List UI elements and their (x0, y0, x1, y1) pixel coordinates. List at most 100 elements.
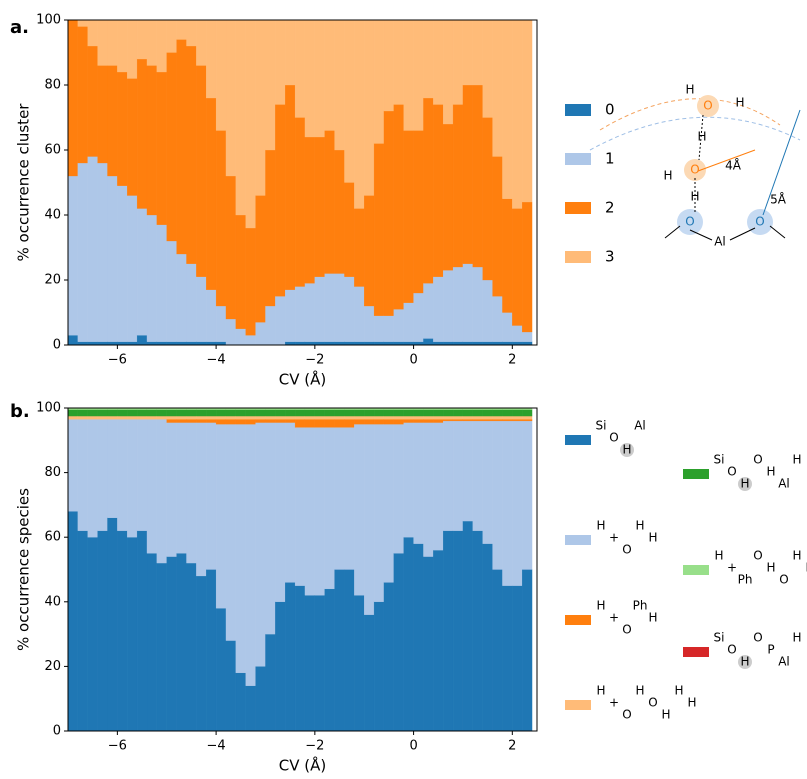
legend-atom: H (687, 696, 696, 710)
bar-segment (67, 335, 79, 346)
bar-segment (393, 553, 404, 732)
bar-segment (522, 420, 533, 570)
bar-segment (215, 415, 227, 420)
bar-segment (127, 78, 138, 196)
bar-segment (196, 276, 207, 342)
bar-segment (166, 422, 177, 557)
diagram-label: O (703, 99, 712, 113)
bar-segment (127, 19, 138, 79)
bar-segment (354, 19, 365, 209)
bar-segment (433, 415, 444, 420)
bar-segment (492, 420, 503, 570)
bar-segment (364, 614, 375, 732)
bar-segment (433, 104, 444, 277)
bar-segment (245, 227, 256, 336)
bar-segment (413, 419, 424, 423)
bar-segment (354, 419, 365, 425)
bar-segment (186, 19, 197, 47)
bar-segment (502, 198, 513, 313)
bar-segment (196, 409, 207, 417)
bar-segment (502, 19, 513, 199)
legend-atom: Ph (738, 573, 753, 587)
bar-segment (492, 415, 503, 420)
bar-segment (443, 420, 454, 531)
bar-segment (186, 415, 197, 420)
legend-atom: O (609, 431, 618, 445)
bar-segment (176, 39, 187, 255)
bar-segment (492, 569, 503, 732)
bar-segment (67, 175, 79, 336)
bar-segment (107, 415, 118, 420)
bar-segment (97, 415, 108, 420)
bar-segment (235, 214, 246, 329)
bar-segment (235, 423, 246, 674)
bar-segment (206, 419, 217, 423)
x-tick-label: 0 (409, 353, 417, 368)
y-tick-label: 100 (36, 401, 61, 416)
y-tick-label: 60 (44, 530, 61, 545)
diagram-label: Al (714, 235, 726, 249)
plot-frame (67, 19, 538, 346)
bar-segment (245, 685, 256, 732)
bar-segment (364, 419, 375, 425)
legend-swatch (565, 700, 591, 710)
bar-segment (294, 427, 306, 586)
bar-segment (472, 420, 483, 531)
bar-segment (314, 276, 325, 342)
bar-segment (235, 409, 246, 417)
bar-segment (482, 117, 493, 281)
hbond (698, 114, 704, 161)
x-tick-label: −2 (305, 353, 324, 368)
bar-segment (294, 19, 306, 118)
bar-segment (502, 415, 513, 420)
bar-segment (156, 71, 167, 225)
bar-segment (97, 19, 108, 66)
legend-atom: H (596, 684, 605, 698)
bar-segment (443, 123, 454, 271)
legend-atom: O (753, 549, 762, 563)
bar-segment (393, 104, 404, 310)
bar-segment (364, 195, 375, 307)
bar-segment (146, 409, 158, 417)
legend-atom: O (779, 573, 788, 587)
bar-segment (117, 409, 128, 417)
bar-segment (314, 427, 325, 596)
legend-atom: O (727, 465, 736, 479)
legend-atom: H (635, 684, 644, 698)
legend-atom: O (622, 543, 631, 557)
bar-segment (107, 19, 118, 66)
legend-atom: H (596, 519, 605, 533)
bar-segment (383, 415, 394, 420)
bar-segment (67, 415, 79, 420)
legend-swatch (683, 647, 709, 657)
bar-segment (373, 423, 385, 602)
arrow (697, 149, 756, 172)
bar-segment (245, 419, 256, 425)
legend-atom: H (792, 453, 801, 467)
bar-segment (136, 19, 148, 60)
bar-segment (403, 19, 414, 131)
bar-segment (354, 595, 365, 732)
bar-segment (433, 419, 444, 423)
legend-atom: Si (714, 453, 725, 467)
bar-segment (196, 65, 207, 277)
bar-segment (245, 423, 256, 686)
bar-segment (443, 530, 454, 732)
bar-segment (482, 409, 493, 417)
bar-segment (166, 19, 177, 53)
y-tick-label: 80 (44, 465, 61, 480)
plot-frame (67, 407, 538, 732)
x-tick-label: 2 (508, 353, 516, 368)
bar-segment (393, 309, 404, 342)
bar-segment (324, 415, 335, 420)
bar-segment (364, 415, 375, 420)
y-tick-label: 0 (53, 338, 61, 353)
bar-segment (452, 19, 464, 105)
bar-segment (443, 415, 454, 420)
bar-segment (136, 335, 148, 346)
bar-segment (403, 415, 414, 420)
bar-segment (522, 409, 533, 417)
bar-segment (324, 419, 335, 428)
bar-segment (512, 415, 523, 420)
bar-segment (393, 409, 404, 417)
